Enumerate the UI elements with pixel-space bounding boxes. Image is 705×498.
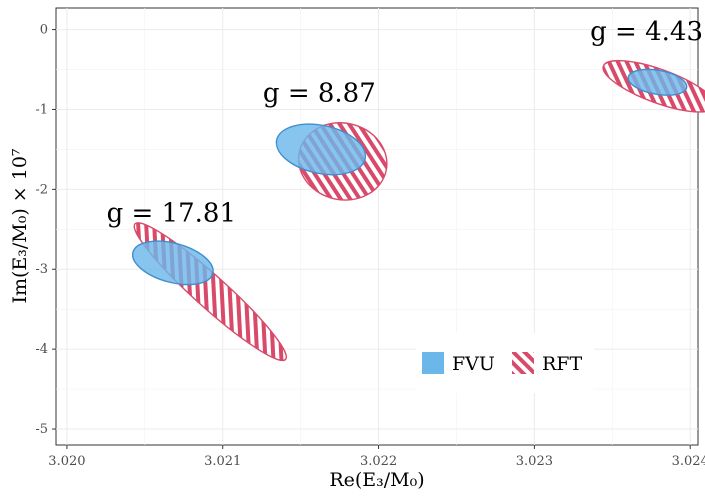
legend-label-fvu: FVU [452,353,495,375]
x-tick-label: 3.023 [516,454,553,469]
legend-label-rft: RFT [542,353,582,375]
y-tick-label: -1 [35,102,48,117]
annotation-g-label: g = 17.81 [107,198,236,228]
x-tick-label: 3.022 [360,454,397,469]
y-tick-label: -5 [35,422,48,437]
x-tick-label: 3.021 [204,454,241,469]
fvu-ellipse-g4.43 [627,68,688,96]
y-tick-label: -2 [35,182,48,197]
x-tick-label: 3.024 [672,454,705,469]
x-axis-title: Re(E₃/M₀) [329,469,424,491]
y-tick-label: -4 [35,342,48,357]
fvu-ellipse-g17.81 [131,240,214,286]
legend-box [416,333,594,393]
grid [56,8,698,445]
y-axis-title: Im(E₃/M₀) × 10⁷ [9,148,31,303]
legend-swatch-rft [512,352,534,374]
fvu-ellipse-g8.87 [275,123,367,176]
legend: FVU RFT [416,333,594,393]
legend-swatch-fvu [422,352,444,374]
y-tick-label: 0 [40,23,48,38]
fvu-ellipses [131,68,688,286]
annotations: g = 17.81 g = 8.87 g = 4.43 [107,17,703,228]
annotation-g-label: g = 8.87 [263,78,376,108]
y-tick-label: -3 [35,262,48,277]
annotation-g-label: g = 4.43 [590,17,703,47]
tick-labels: 3.020 3.021 3.022 3.023 3.024 0 -1 -2 -3 -4 -5 [35,23,705,469]
x-tick-label: 3.020 [48,454,85,469]
